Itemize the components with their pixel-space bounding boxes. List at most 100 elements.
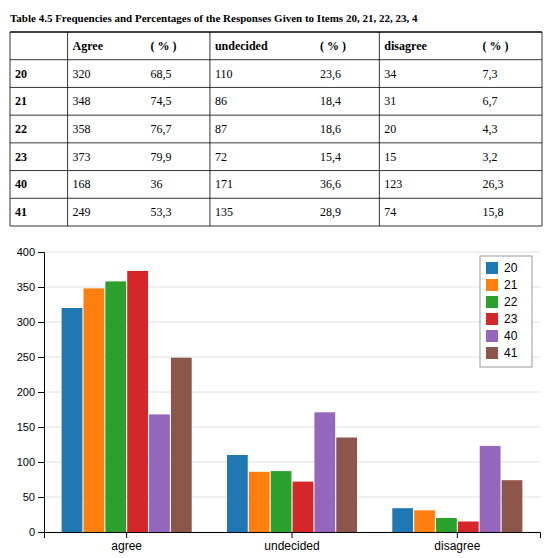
- table-cell: 18,6: [320, 122, 341, 136]
- figure: Table 4.5 Frequencies and Percentages of…: [0, 0, 552, 558]
- legend-label: 41: [504, 346, 518, 360]
- x-tick: disagree: [434, 532, 480, 553]
- table-rule: [10, 115, 542, 116]
- y-axis-line: [38, 253, 45, 533]
- legend-label: 23: [504, 312, 518, 326]
- y-tick-mark: [38, 357, 44, 358]
- bar: [105, 281, 126, 532]
- table-rule: [10, 32, 11, 226]
- legend-swatch: [486, 262, 498, 274]
- table-header: ( % ): [151, 39, 177, 53]
- table-cell: 6,7: [483, 94, 498, 108]
- bar: [293, 482, 314, 532]
- table-cell: 36,6: [320, 177, 341, 191]
- y-tick: 200: [17, 386, 44, 398]
- legend-item: 23: [486, 312, 518, 326]
- table-cell: 21: [15, 94, 27, 108]
- table-cell: 168: [73, 177, 91, 191]
- table-cell: 28,9: [320, 205, 341, 219]
- table-header: ( % ): [320, 39, 346, 53]
- bar: [458, 522, 479, 533]
- bar: [314, 412, 335, 532]
- y-tick: 150: [17, 421, 44, 433]
- table-cell: 36: [151, 177, 163, 191]
- y-tick-mark: [38, 427, 44, 428]
- table-rule: [10, 87, 542, 88]
- bar: [502, 480, 523, 532]
- bar: [336, 438, 357, 533]
- y-tick-mark: [38, 532, 44, 533]
- legend-box: [480, 256, 532, 367]
- bar: [392, 508, 413, 532]
- table-cell: 86: [215, 94, 227, 108]
- table-cell: 110: [215, 67, 233, 81]
- y-tick: 350: [17, 281, 44, 293]
- y-tick: 250: [17, 351, 44, 363]
- table-cell: 3,2: [483, 150, 498, 164]
- y-tick-mark: [38, 392, 44, 393]
- legend-swatch: [486, 296, 498, 308]
- legend-item: 41: [486, 346, 518, 360]
- y-tick-label: 200: [17, 386, 35, 398]
- legend-label: 21: [504, 278, 518, 292]
- y-tick: 400: [17, 246, 44, 258]
- bar: [249, 472, 270, 532]
- table-cell: 373: [73, 150, 91, 164]
- table-header: disagree: [384, 39, 427, 53]
- table-cell: 249: [73, 205, 91, 219]
- table-cell: 76,7: [151, 122, 172, 136]
- y-tick-mark: [38, 462, 44, 463]
- bar: [227, 455, 248, 532]
- table-rule: [542, 32, 543, 226]
- grid-line: [44, 252, 540, 253]
- table-cell: 135: [215, 205, 233, 219]
- x-tick-label: agree: [111, 539, 142, 553]
- table-cell: 23: [15, 150, 27, 164]
- table-cell: 4,3: [483, 122, 498, 136]
- bar: [62, 308, 83, 532]
- table: Table 4.5 Frequencies and Percentages of…: [10, 12, 542, 226]
- table-cell: 20: [15, 67, 27, 81]
- table-rule: [10, 226, 542, 227]
- table-rule: [10, 59, 542, 60]
- y-tick: 100: [17, 456, 44, 468]
- x-tick-label: undecided: [264, 539, 319, 553]
- legend-label: 20: [504, 261, 518, 275]
- table-cell: 34: [384, 67, 396, 81]
- grid: [44, 252, 540, 532]
- y-tick-label: 100: [17, 456, 35, 468]
- y-tick: 300: [17, 316, 44, 328]
- title: Table 4.5 Frequencies and Percentages of…: [10, 12, 418, 24]
- table-cell: 72: [215, 150, 227, 164]
- table-cell: 41: [15, 205, 27, 219]
- table-cell: 15,4: [320, 150, 341, 164]
- y-axis: 050100150200250300350400: [17, 246, 45, 538]
- legend-item: 40: [486, 329, 518, 343]
- table-cell: 26,3: [483, 177, 504, 191]
- x-tick: agree: [111, 532, 142, 553]
- table-cell: 15: [384, 150, 396, 164]
- legend-swatch: [486, 347, 498, 359]
- legend-item: 21: [486, 278, 518, 292]
- table-cell: 74: [384, 205, 396, 219]
- x-tick: undecided: [264, 532, 319, 553]
- y-tick-label: 0: [29, 526, 35, 538]
- legend-item: 22: [486, 295, 518, 309]
- x-tick-mark: [126, 532, 127, 538]
- table-cell: 20: [384, 122, 396, 136]
- legend-label: 22: [504, 295, 518, 309]
- x-tick-label: disagree: [434, 539, 480, 553]
- table-cell: 23,6: [320, 67, 341, 81]
- legend-label: 40: [504, 329, 518, 343]
- legend-item: 20: [486, 261, 518, 275]
- bar: [414, 510, 435, 532]
- table-cell: 358: [73, 122, 91, 136]
- table-rule: [10, 142, 542, 143]
- bar: [480, 446, 501, 532]
- bar: [271, 471, 292, 532]
- table-cell: 40: [15, 177, 27, 191]
- table-cell: 74,5: [151, 94, 172, 108]
- table-header: ( % ): [483, 39, 509, 53]
- y-tick-mark: [38, 497, 44, 498]
- table-header: undecided: [215, 39, 268, 53]
